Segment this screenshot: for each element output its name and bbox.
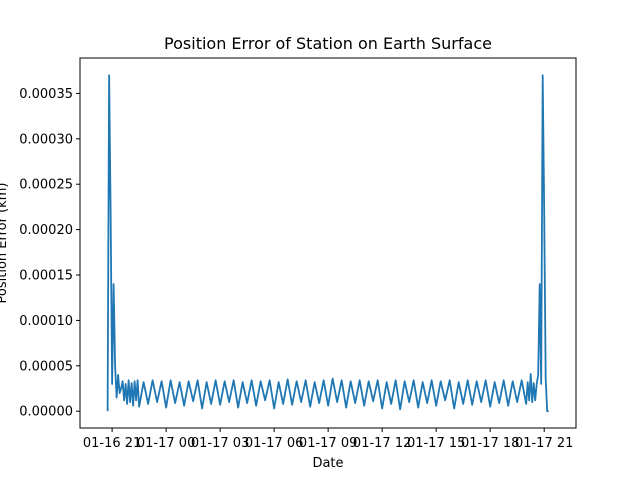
x-tick-label: 01-17 03 — [191, 436, 249, 451]
y-tick-label: 0.00015 — [19, 269, 73, 284]
plot-area — [106, 74, 549, 413]
x-tick-label: 01-17 06 — [245, 436, 303, 451]
y-tick-label: 0.00005 — [19, 359, 73, 374]
x-tick-label: 01-17 00 — [137, 436, 195, 451]
y-tick-label: 0.00000 — [19, 405, 73, 420]
y-axis-ticks: 0.00000 0.00005 0.00010 0.00015 0.00020 0.000… — [19, 87, 80, 420]
x-tick-label: 01-17 09 — [299, 436, 357, 451]
chart-title: Position Error of Station on Earth Surfa… — [164, 34, 492, 53]
x-tick-label: 01-17 15 — [407, 436, 465, 451]
y-tick-label: 0.00010 — [19, 314, 73, 329]
y-tick-label: 0.00025 — [19, 178, 73, 193]
y-tick-label: 0.00020 — [19, 223, 73, 238]
x-tick-label: 01-16 21 — [83, 436, 141, 451]
y-tick-label: 0.00030 — [19, 132, 73, 147]
series-line — [106, 74, 549, 413]
y-axis-label: Position Error (km) — [0, 183, 10, 304]
x-axis-label: Date — [312, 456, 343, 471]
x-tick-label: 01-17 21 — [515, 436, 573, 451]
x-tick-label: 01-17 12 — [353, 436, 411, 451]
y-tick-label: 0.00035 — [19, 87, 73, 102]
plot-frame — [79, 57, 577, 429]
x-tick-label: 01-17 18 — [461, 436, 519, 451]
